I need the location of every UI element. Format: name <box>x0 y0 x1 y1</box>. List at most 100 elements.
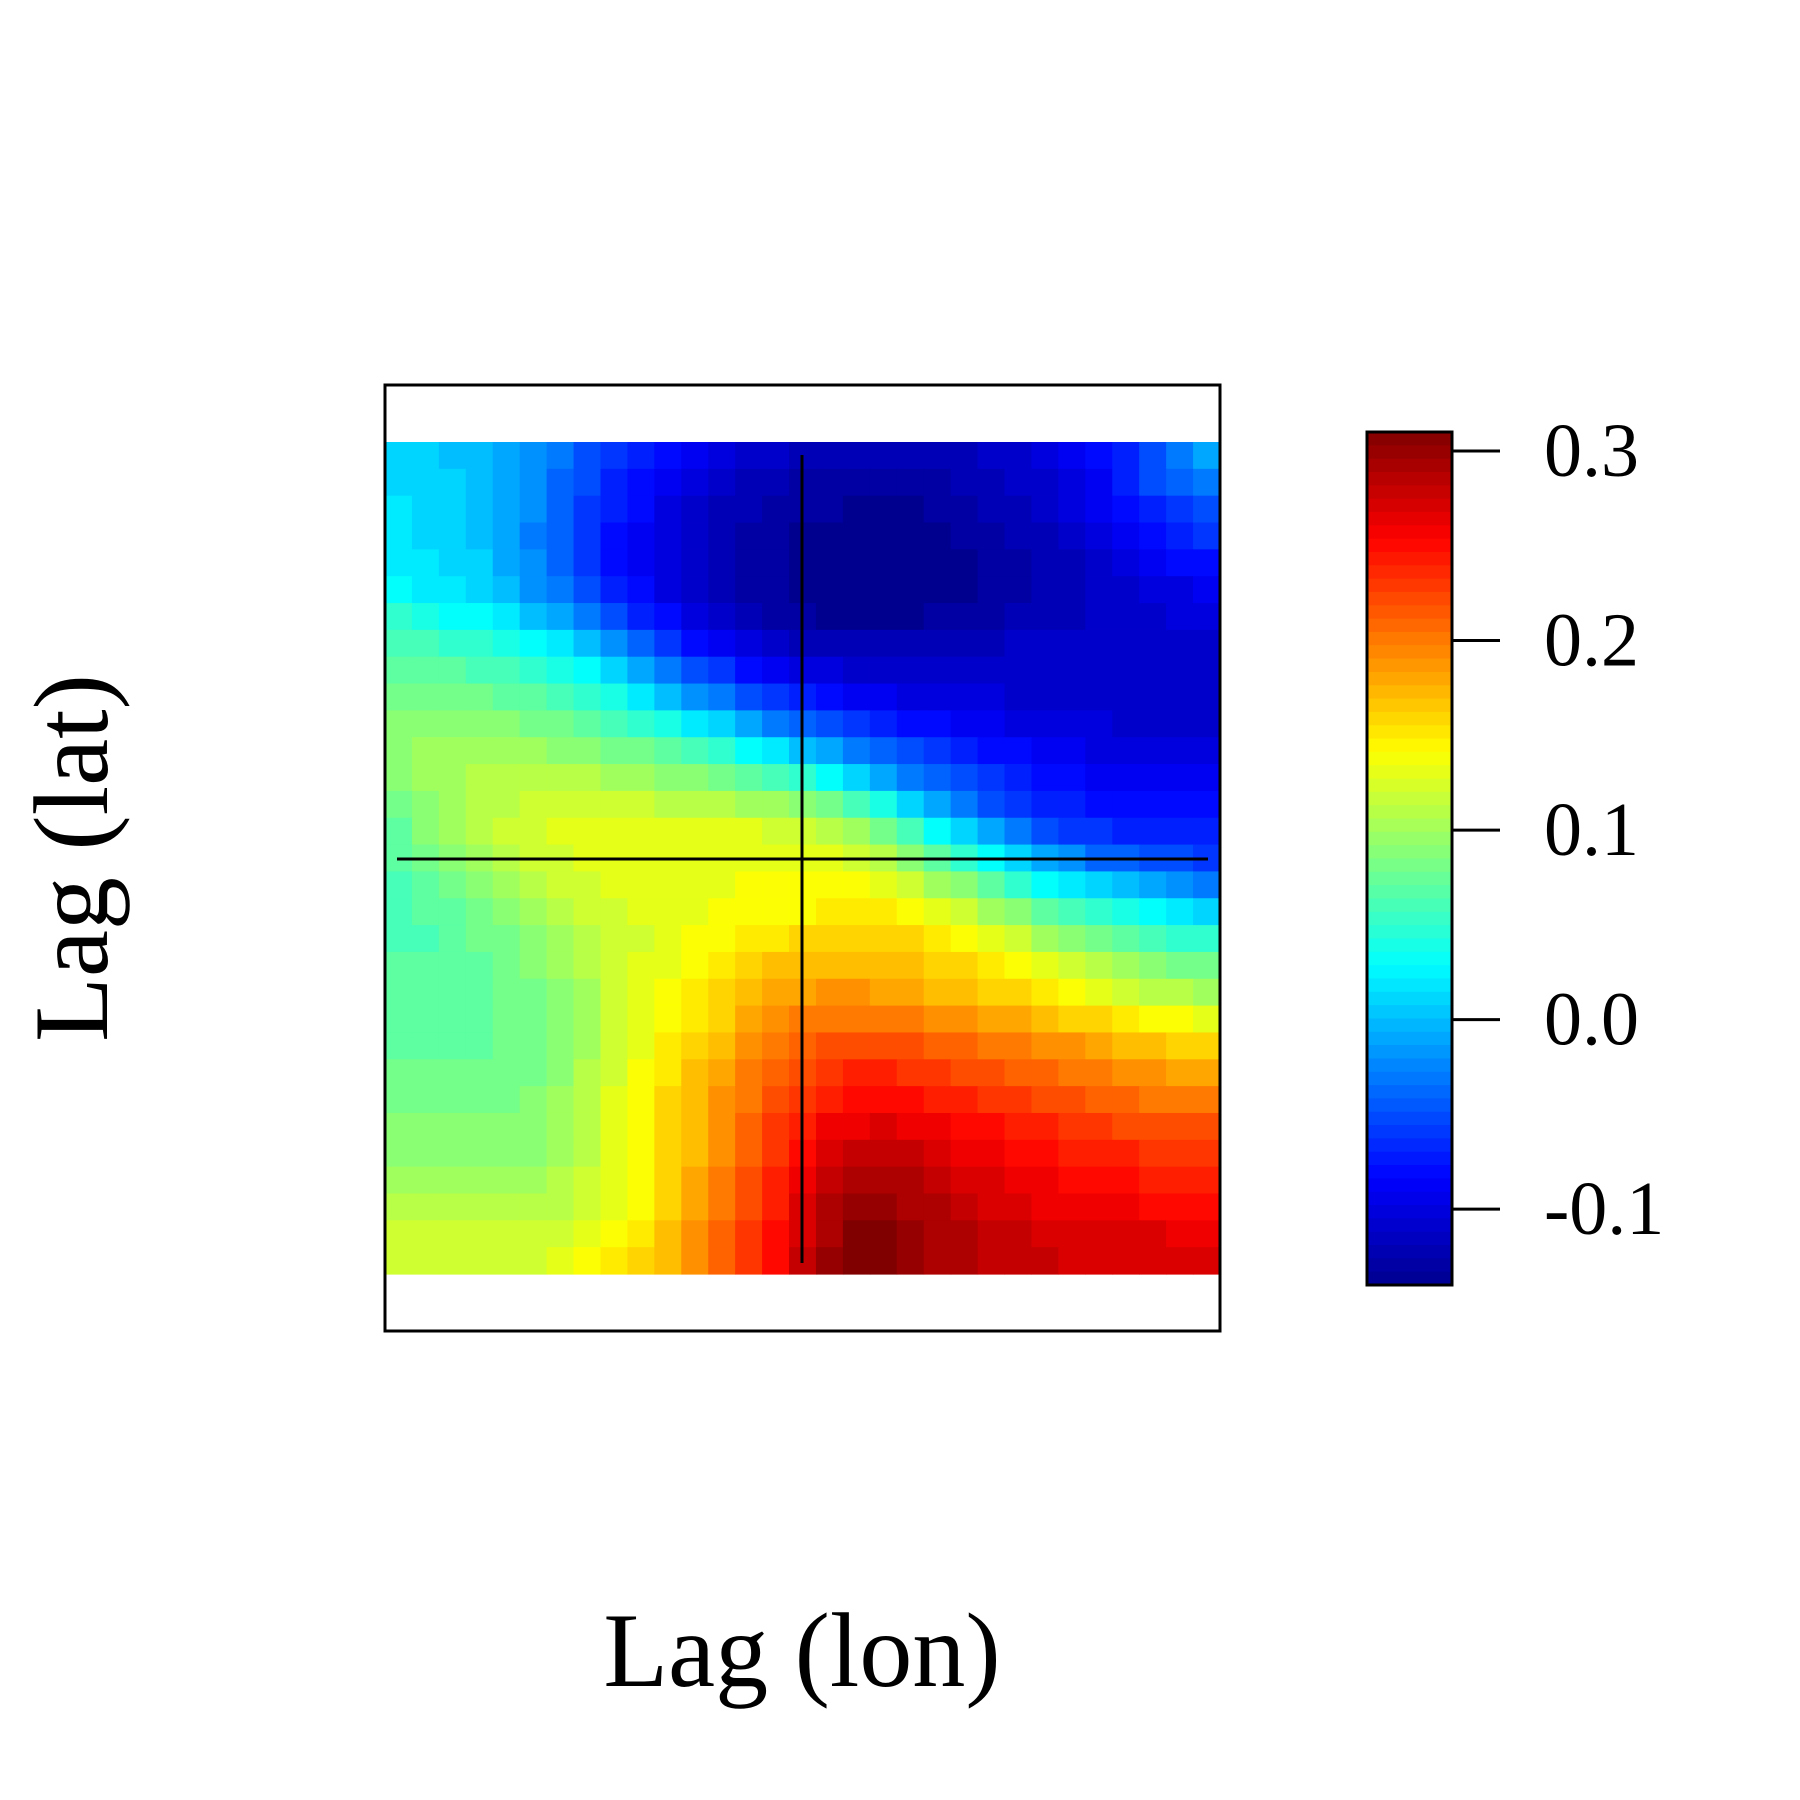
heatmap-cell <box>1004 683 1033 711</box>
heatmap-cell <box>1112 790 1140 819</box>
heatmap-cell <box>411 871 440 899</box>
colorbar-band <box>1367 1271 1452 1286</box>
heatmap-cell <box>815 468 844 497</box>
heatmap-cell <box>923 442 952 470</box>
heatmap-cell <box>815 1032 844 1060</box>
heatmap-cell <box>869 1220 898 1248</box>
heatmap-cell <box>573 656 602 685</box>
heatmap-cell <box>1193 817 1221 846</box>
heatmap-cell <box>950 1032 979 1060</box>
heatmap-cell <box>1166 549 1194 577</box>
heatmap-cell <box>1139 576 1167 604</box>
heatmap-cell <box>923 683 952 711</box>
heatmap-cell <box>411 737 440 765</box>
colorbar-band <box>1367 578 1452 593</box>
heatmap-cell <box>977 1247 1006 1275</box>
heatmap-cell <box>600 1112 629 1141</box>
colorbar-band <box>1367 1085 1452 1100</box>
heatmap-cell <box>492 871 521 899</box>
colorbar-band <box>1367 845 1452 860</box>
heatmap-cell <box>654 1059 682 1087</box>
heatmap-cell <box>1031 1059 1059 1087</box>
heatmap-cell <box>815 925 844 953</box>
heatmap-cell <box>600 603 629 631</box>
heatmap-cell <box>681 1059 709 1087</box>
heatmap-cell <box>546 978 575 1007</box>
heatmap-cell <box>1085 817 1113 846</box>
heatmap-cell <box>627 1139 655 1168</box>
heatmap-cell <box>573 710 602 738</box>
heatmap-cell <box>842 549 871 577</box>
heatmap-cell <box>977 442 1006 470</box>
heatmap-cell <box>681 629 709 658</box>
heatmap-cell <box>600 737 629 765</box>
heatmap-cell <box>1166 925 1194 953</box>
heatmap-cell <box>411 629 440 658</box>
heatmap-cell <box>438 978 467 1007</box>
colorbar-band <box>1367 658 1452 673</box>
heatmap-cell <box>438 764 467 792</box>
heatmap-cell <box>950 442 979 470</box>
heatmap-cell <box>708 522 736 550</box>
heatmap-cell <box>708 1086 736 1114</box>
heatmap-cell <box>1112 629 1140 658</box>
heatmap-cell <box>546 898 575 926</box>
heatmap-cell <box>438 790 467 819</box>
heatmap-cell <box>600 1139 629 1168</box>
heatmap-cell <box>896 442 925 470</box>
heatmap-cell <box>1139 817 1167 846</box>
heatmap-cell <box>735 951 763 980</box>
heatmap-cell <box>1112 978 1140 1007</box>
heatmap-cell <box>762 1086 790 1114</box>
heatmap-cell <box>438 898 467 926</box>
heatmap-cell <box>1004 468 1033 497</box>
heatmap-cell <box>385 442 413 470</box>
heatmap-cell <box>573 442 602 470</box>
heatmap-cell <box>627 871 655 899</box>
heatmap-cell <box>627 978 655 1007</box>
heatmap-cell <box>465 1059 494 1087</box>
heatmap-cell <box>654 549 682 577</box>
heatmap-cell <box>708 817 736 846</box>
heatmap-cell <box>923 1220 952 1248</box>
heatmap-cell <box>627 468 655 497</box>
heatmap-cell <box>896 1139 925 1168</box>
heatmap-cell <box>1004 790 1033 819</box>
heatmap-cell <box>896 1193 925 1221</box>
heatmap-cell <box>600 817 629 846</box>
heatmap-cell <box>762 1112 790 1141</box>
colorbar-band <box>1367 765 1452 780</box>
heatmap-cell <box>896 1086 925 1114</box>
heatmap-cell <box>465 1193 494 1221</box>
heatmap-cell <box>573 1166 602 1195</box>
heatmap-cell <box>1004 576 1033 604</box>
heatmap-cell <box>842 522 871 550</box>
heatmap-cell <box>411 1032 440 1060</box>
colorbar-band <box>1367 1178 1452 1193</box>
heatmap-cell <box>1166 683 1194 711</box>
heatmap-cell <box>896 898 925 926</box>
heatmap-cell <box>654 442 682 470</box>
colorbar-band <box>1367 618 1452 633</box>
heatmap-cell <box>600 1032 629 1060</box>
heatmap-cell <box>977 1193 1006 1221</box>
heatmap-cell <box>654 656 682 685</box>
heatmap-cell <box>1139 1193 1167 1221</box>
heatmap-cell <box>600 1166 629 1195</box>
heatmap-cell <box>385 951 413 980</box>
heatmap-cell <box>627 817 655 846</box>
heatmap-cell <box>1085 951 1113 980</box>
heatmap-cell <box>438 925 467 953</box>
x-axis-title: Lag (lon) <box>603 1592 1000 1709</box>
heatmap-cell <box>842 656 871 685</box>
heatmap-cell <box>896 629 925 658</box>
heatmap-cell <box>573 978 602 1007</box>
heatmap-cell <box>411 656 440 685</box>
heatmap-cell <box>573 1247 602 1275</box>
heatmap-cell <box>869 442 898 470</box>
heatmap-cell <box>600 871 629 899</box>
heatmap-cell <box>735 1032 763 1060</box>
heatmap-cell <box>1166 1059 1194 1087</box>
heatmap-cell <box>627 576 655 604</box>
heatmap-cell <box>1031 737 1059 765</box>
